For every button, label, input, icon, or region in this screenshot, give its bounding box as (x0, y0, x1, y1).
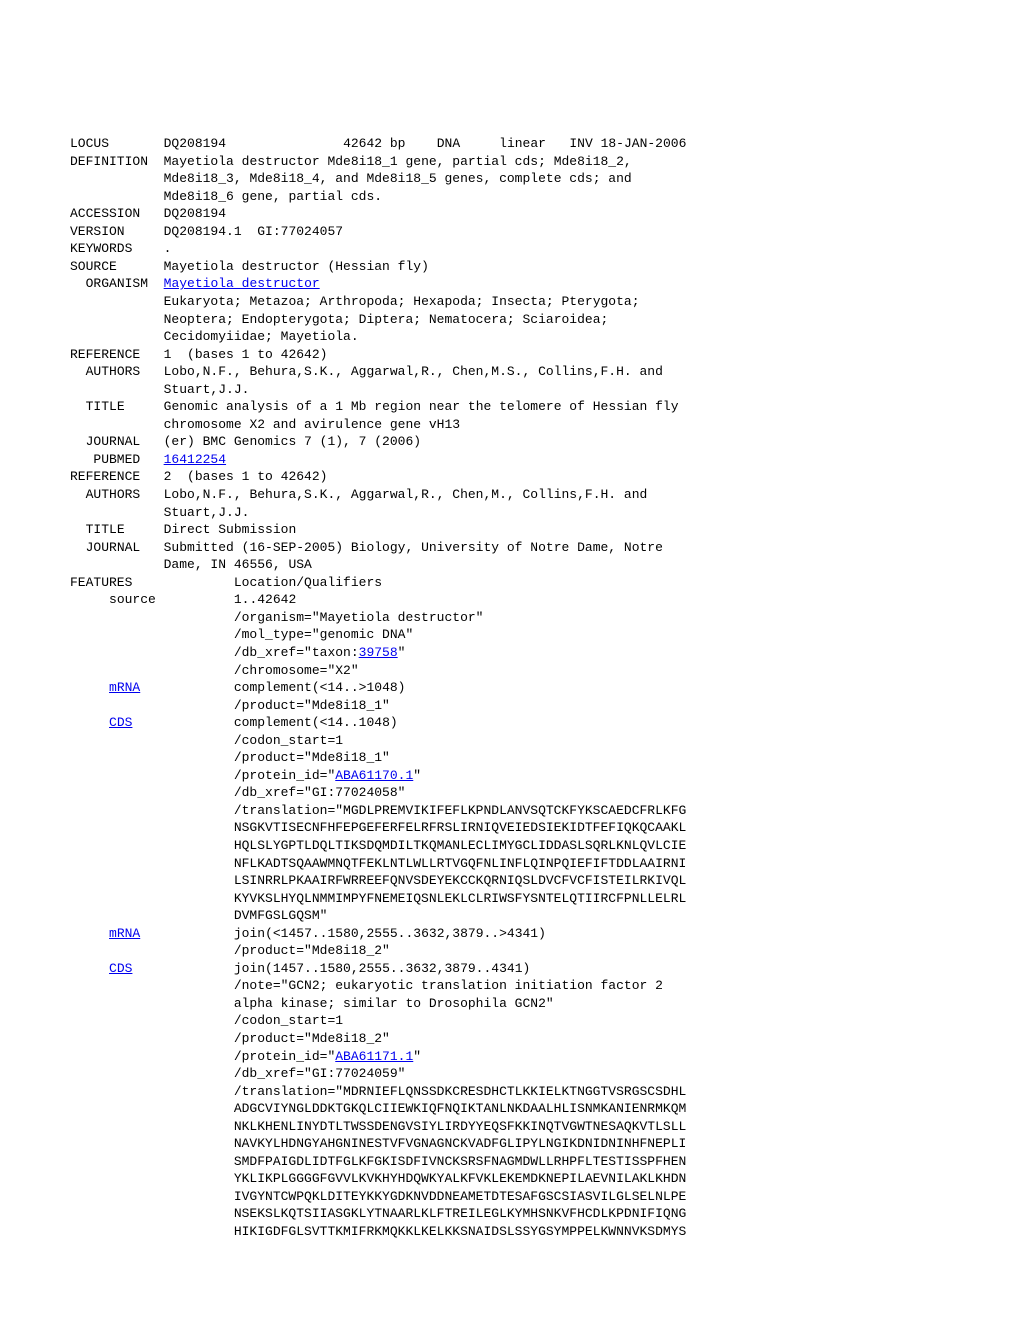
mrna-link[interactable]: mRNA (109, 926, 140, 941)
source-line: SOURCE Mayetiola destructor (Hessian fly… (70, 259, 429, 274)
pubmed-link[interactable]: 16412254 (164, 452, 226, 467)
locus-line: LOCUS DQ208194 42642 bp DNA linear INV 1… (70, 136, 686, 151)
accession-line: ACCESSION DQ208194 (70, 206, 226, 221)
reference-2: REFERENCE 2 (bases 1 to 42642) AUTHORS L… (70, 469, 663, 572)
feature-source: source 1..42642 /organism="Mayetiola des… (70, 592, 483, 677)
definition-block: DEFINITION Mayetiola destructor Mde8i18_… (70, 154, 632, 204)
taxon-link[interactable]: 39758 (359, 645, 398, 660)
keywords-line: KEYWORDS . (70, 241, 171, 256)
organism-block: ORGANISM Mayetiola destructor Eukaryota;… (70, 276, 640, 344)
reference-1: REFERENCE 1 (bases 1 to 42642) AUTHORS L… (70, 347, 679, 467)
feature-mrna-2: mRNA join(<1457..1580,2555..3632,3879..>… (70, 926, 546, 959)
features-header: FEATURES Location/Qualifiers (70, 575, 382, 590)
feature-mrna-1: mRNA complement(<14..>1048) /product="Md… (70, 680, 406, 713)
version-line: VERSION DQ208194.1 GI:77024057 (70, 224, 343, 239)
feature-cds-2: CDS join(1457..1580,2555..3632,3879..434… (70, 961, 686, 1239)
cds-link[interactable]: CDS (109, 715, 132, 730)
cds-link[interactable]: CDS (109, 961, 132, 976)
protein-id-link[interactable]: ABA61171.1 (335, 1049, 413, 1064)
protein-id-link[interactable]: ABA61170.1 (335, 768, 413, 783)
genbank-record: LOCUS DQ208194 42642 bp DNA linear INV 1… (70, 135, 950, 1240)
mrna-link[interactable]: mRNA (109, 680, 140, 695)
feature-cds-1: CDS complement(<14..1048) /codon_start=1… (70, 715, 686, 923)
organism-link[interactable]: Mayetiola destructor (164, 276, 320, 291)
